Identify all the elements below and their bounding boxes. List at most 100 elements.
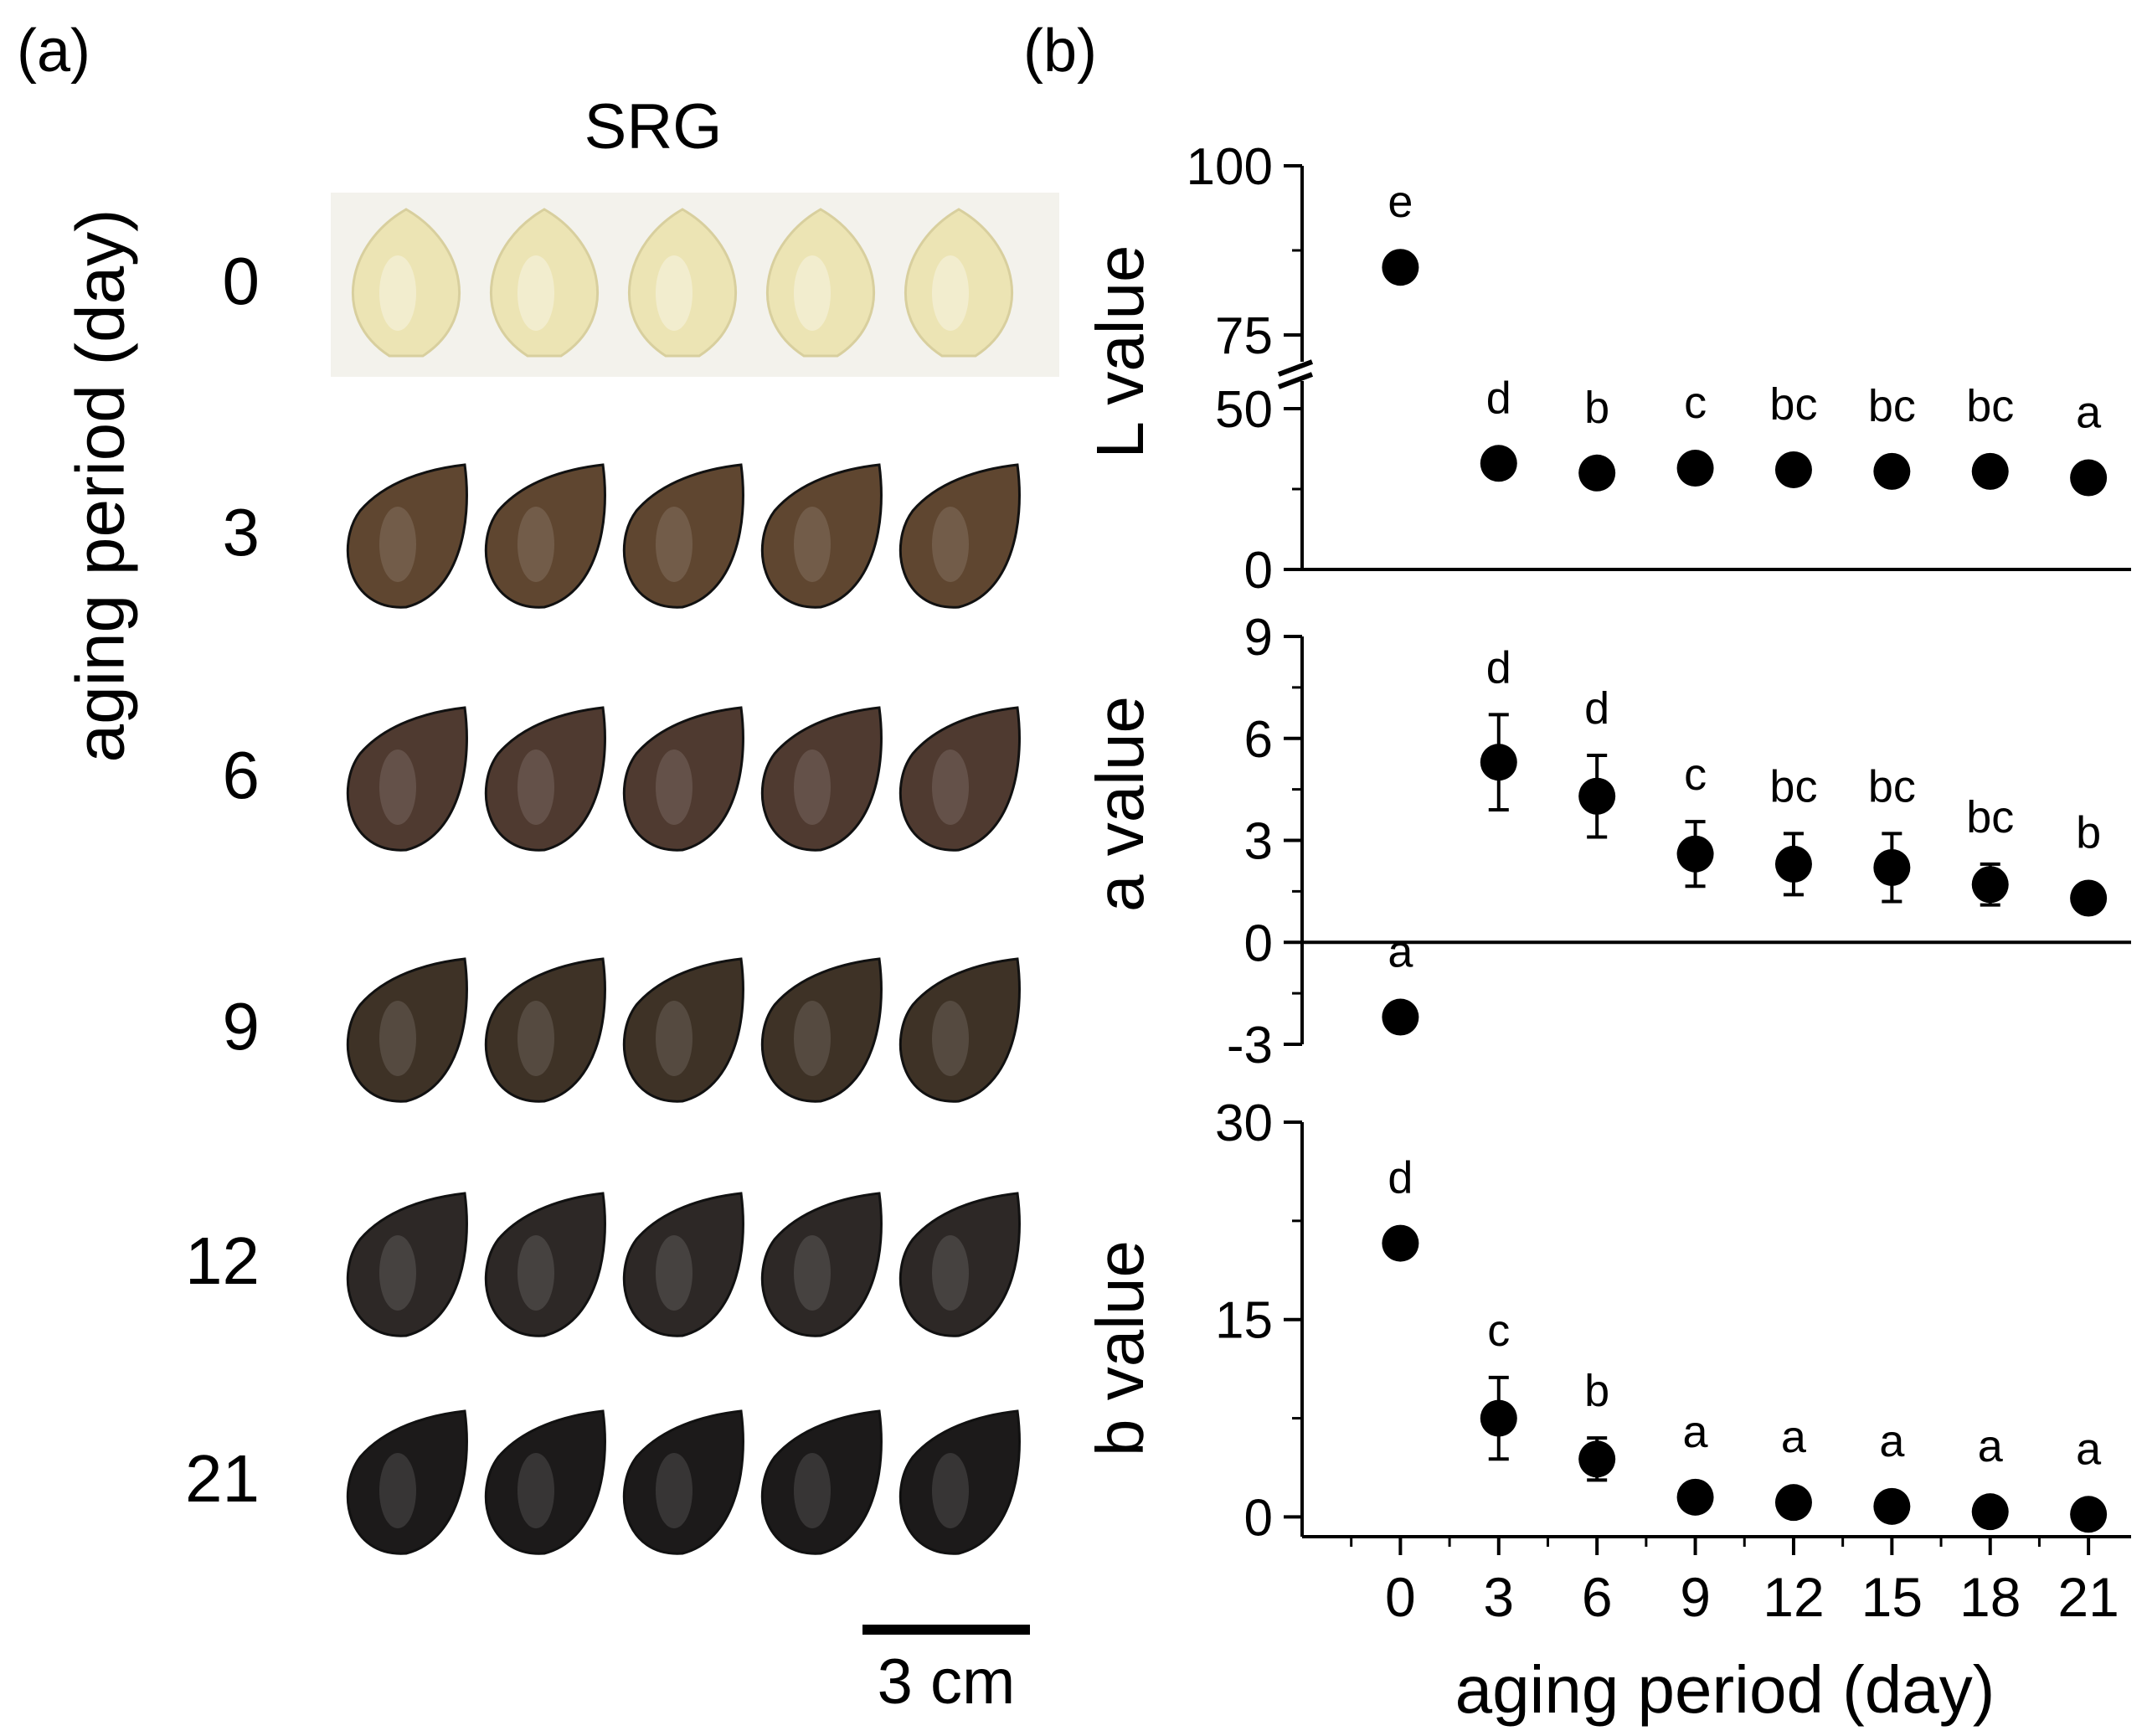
- garlic-clove-highlight: [932, 750, 969, 825]
- garlic-clove: [484, 463, 606, 609]
- garlic-clove-highlight: [794, 750, 831, 825]
- point-L-day-18: [1971, 452, 2009, 490]
- x-tick-label-6: 6: [1582, 1566, 1613, 1628]
- point-a-day-12: [1774, 845, 1812, 883]
- point-a-day-21: [2070, 879, 2108, 917]
- garlic-row-image: [346, 957, 1021, 1103]
- garlic-clove-highlight: [656, 507, 692, 582]
- photo-title: SRG: [584, 91, 723, 162]
- garlic-clove-highlight: [932, 1235, 969, 1311]
- aging-day-label-12: 12: [185, 1223, 260, 1298]
- garlic-row-image: [346, 1192, 1021, 1337]
- garlic-clove: [898, 706, 1021, 852]
- L-tick-50-label: 50: [1215, 381, 1273, 439]
- garlic-row-image: [346, 463, 1021, 609]
- letter-L-day-3: d: [1486, 373, 1511, 423]
- point-a-day-0: [1382, 998, 1419, 1036]
- garlic-clove: [484, 1192, 606, 1337]
- garlic-clove: [346, 463, 468, 609]
- point-L-day-9: [1676, 450, 1714, 487]
- a-y-title: a value: [1083, 696, 1157, 912]
- a-tick-9-label: 9: [1244, 609, 1273, 667]
- point-a-day-18: [1971, 866, 2009, 904]
- b-tick-0-label: 0: [1244, 1489, 1273, 1547]
- b-y-title: b value: [1083, 1240, 1157, 1456]
- garlic-clove-highlight: [794, 1235, 831, 1311]
- garlic-clove: [898, 463, 1021, 609]
- a-tick-0-label: 0: [1244, 914, 1273, 972]
- point-L-day-21: [2070, 459, 2108, 497]
- L-axis-break-2: [1277, 372, 1314, 389]
- letter-a-day-21: b: [2076, 807, 2101, 858]
- letter-b-day-3: c: [1487, 1306, 1510, 1356]
- garlic-clove-highlight: [932, 507, 969, 582]
- garlic-clove-highlight: [517, 1453, 554, 1528]
- letter-b-day-18: a: [1978, 1421, 2004, 1471]
- garlic-clove: [898, 1192, 1021, 1337]
- garlic-clove: [484, 706, 606, 852]
- garlic-clove: [346, 706, 468, 852]
- garlic-clove-highlight: [794, 1001, 831, 1076]
- point-a-day-3: [1480, 744, 1517, 781]
- aging-day-label-3: 3: [222, 495, 260, 569]
- aging-day-label-21: 21: [185, 1441, 260, 1516]
- scale-bar: [862, 1625, 1030, 1635]
- garlic-clove: [346, 1192, 468, 1337]
- garlic-row-3: [331, 444, 1059, 628]
- garlic-clove-highlight: [932, 1001, 969, 1076]
- point-a-day-9: [1676, 835, 1714, 873]
- garlic-clove-highlight: [517, 255, 554, 331]
- garlic-clove-highlight: [932, 255, 969, 331]
- garlic-clove-highlight: [794, 255, 831, 331]
- x-tick-label-3: 3: [1483, 1566, 1514, 1628]
- letter-L-day-0: e: [1388, 177, 1413, 227]
- x-tick-label-15: 15: [1861, 1566, 1923, 1628]
- garlic-clove: [352, 208, 461, 358]
- garlic-row-12: [331, 1172, 1059, 1357]
- letter-b-day-21: a: [2076, 1424, 2102, 1474]
- x-tick-label-21: 21: [2057, 1566, 2119, 1628]
- letter-b-day-0: d: [1388, 1153, 1413, 1203]
- garlic-clove: [760, 957, 883, 1103]
- point-b-day-12: [1774, 1484, 1812, 1522]
- letter-L-day-21: a: [2076, 388, 2102, 438]
- garlic-clove: [898, 1409, 1021, 1555]
- garlic-clove: [904, 208, 1013, 358]
- letter-a-day-3: d: [1486, 642, 1511, 693]
- point-b-day-15: [1873, 1487, 1911, 1525]
- garlic-clove-highlight: [379, 507, 416, 582]
- b-tick-15-label: 15: [1215, 1292, 1273, 1350]
- x-tick-label-9: 9: [1680, 1566, 1711, 1628]
- point-L-day-3: [1480, 445, 1517, 482]
- point-L-day-0: [1382, 249, 1419, 286]
- letter-b-day-6: b: [1584, 1366, 1609, 1416]
- point-L-day-12: [1774, 451, 1812, 488]
- L-y-title: L value: [1083, 245, 1157, 459]
- garlic-clove-highlight: [379, 750, 416, 825]
- garlic-row-21: [331, 1390, 1059, 1574]
- a-tick--3-label: -3: [1227, 1017, 1273, 1074]
- scale-bar-label: 3 cm: [877, 1646, 1016, 1718]
- garlic-clove: [622, 1409, 744, 1555]
- letter-L-day-18: bc: [1966, 381, 2014, 431]
- garlic-clove-highlight: [794, 507, 831, 582]
- point-b-day-6: [1578, 1440, 1616, 1478]
- garlic-clove: [628, 208, 737, 358]
- garlic-clove: [622, 1192, 744, 1337]
- garlic-clove: [760, 1192, 883, 1337]
- garlic-clove: [766, 208, 875, 358]
- point-b-day-0: [1382, 1224, 1419, 1262]
- garlic-clove-highlight: [517, 1001, 554, 1076]
- L-axis-break-1: [1277, 359, 1314, 377]
- x-tick-label-0: 0: [1385, 1566, 1416, 1628]
- L-tick-0-label: 0: [1244, 542, 1273, 600]
- garlic-clove: [346, 1409, 468, 1555]
- letter-a-day-12: bc: [1769, 761, 1817, 811]
- letter-a-day-6: d: [1584, 683, 1609, 734]
- a-tick-3-label: 3: [1244, 813, 1273, 871]
- point-L-day-6: [1578, 454, 1616, 492]
- garlic-clove: [346, 957, 468, 1103]
- garlic-row-image: [346, 1409, 1021, 1555]
- garlic-clove-highlight: [517, 1235, 554, 1311]
- garlic-clove-highlight: [379, 255, 416, 331]
